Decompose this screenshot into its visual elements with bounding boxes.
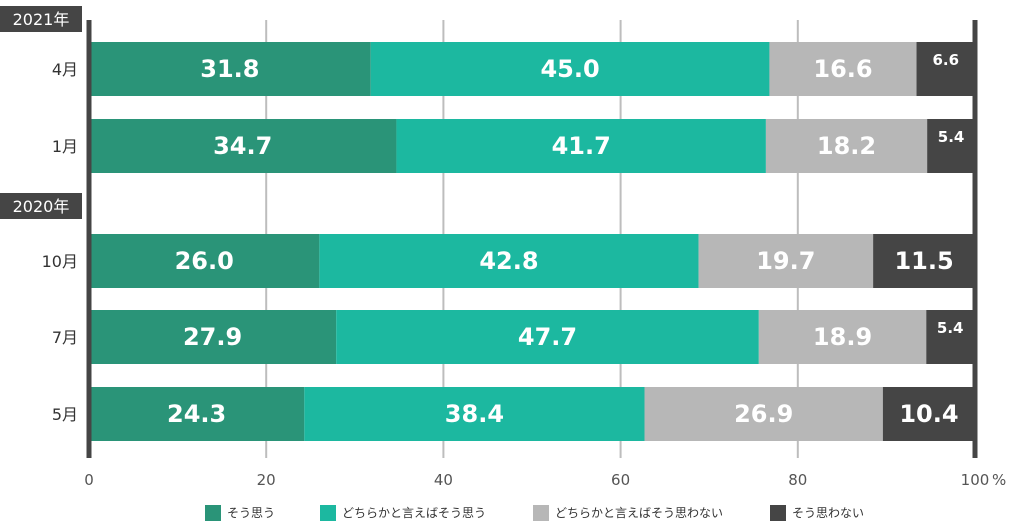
- stacked-bar-chart: 31.8 45.0 16.6 6.6 4月 34.7 41.7 18.2 5.4 1月 26.0 42…: [0, 6, 1006, 489]
- data-label: 10.4: [899, 400, 958, 428]
- x-tick-label: 80: [788, 471, 807, 489]
- data-label: 42.8: [479, 247, 538, 275]
- data-label: 38.4: [445, 400, 504, 428]
- bar-segment: [882, 387, 975, 441]
- x-tick-label: 100: [961, 471, 990, 489]
- legend-swatch: [320, 504, 336, 521]
- bar-segment: [873, 234, 975, 288]
- data-label: 11.5: [894, 247, 953, 275]
- data-label: 31.8: [200, 55, 259, 83]
- x-tick-label: 60: [611, 471, 630, 489]
- legend-label: どちらかと言えばそう思う: [342, 506, 487, 520]
- data-label: 24.3: [167, 400, 226, 428]
- row-label: 7月: [52, 328, 78, 347]
- legend-item: どちらかと言えばそう思う: [320, 504, 486, 521]
- data-label: 41.7: [552, 132, 611, 160]
- data-label: 26.0: [175, 247, 234, 275]
- data-label: 27.9: [183, 323, 242, 351]
- bar-segment: [89, 387, 305, 441]
- legend-label: どちらかと言えばそう思わない: [555, 506, 724, 520]
- bar-segment: [765, 119, 928, 173]
- bar-segment: [698, 234, 874, 288]
- bar-segment: [304, 387, 645, 441]
- data-label: 5.4: [938, 128, 965, 146]
- row-label: 10月: [42, 252, 78, 271]
- data-label: 47.7: [518, 323, 577, 351]
- bar-segment: [370, 42, 770, 96]
- group-header-label: 2020年: [13, 197, 70, 216]
- legend-swatch: [533, 504, 549, 521]
- x-tick-label: 40: [434, 471, 453, 489]
- legend-item: そう思う: [205, 504, 275, 521]
- legend-item: そう思わない: [770, 504, 864, 521]
- bar-segment: [769, 42, 917, 96]
- group-header-label: 2021年: [13, 10, 70, 29]
- legend-label: そう思う: [227, 506, 276, 520]
- bar-segment: [89, 42, 371, 96]
- bar-segment: [758, 310, 927, 364]
- bar-segment: [926, 310, 975, 364]
- row-label: 4月: [52, 60, 78, 79]
- bar-segment: [336, 310, 759, 364]
- data-label: 18.2: [817, 132, 876, 160]
- bar-segment: [89, 310, 337, 364]
- bar-segment: [927, 119, 975, 173]
- bar-segment: [644, 387, 883, 441]
- row-label: 5月: [52, 405, 78, 424]
- data-label: 16.6: [813, 55, 872, 83]
- data-label: 26.9: [734, 400, 793, 428]
- bar-segment: [916, 42, 975, 96]
- legend-label: そう思わない: [792, 506, 865, 520]
- bar-segment: [89, 234, 320, 288]
- bar-segment: [319, 234, 699, 288]
- group-header-box: [0, 6, 82, 32]
- x-tick-label: 20: [257, 471, 276, 489]
- data-label: 6.6: [932, 51, 959, 69]
- data-label: 19.7: [756, 247, 815, 275]
- chart-legend: そう思う どちらかと言えばそう思う どちらかと言えばそう思わない そう思わない: [0, 500, 1024, 528]
- group-header-box: [0, 193, 82, 219]
- data-label: 5.4: [937, 319, 964, 337]
- x-tick-label: 0: [84, 471, 94, 489]
- x-axis-unit: %: [992, 471, 1006, 489]
- data-label: 34.7: [213, 132, 272, 160]
- legend-swatch: [770, 504, 786, 521]
- legend-item: どちらかと言えばそう思わない: [533, 504, 723, 521]
- data-label: 45.0: [540, 55, 599, 83]
- bar-segment: [396, 119, 766, 173]
- bar-segment: [89, 119, 397, 173]
- row-label: 1月: [52, 137, 78, 156]
- data-label: 18.9: [813, 323, 872, 351]
- legend-swatch: [205, 504, 221, 521]
